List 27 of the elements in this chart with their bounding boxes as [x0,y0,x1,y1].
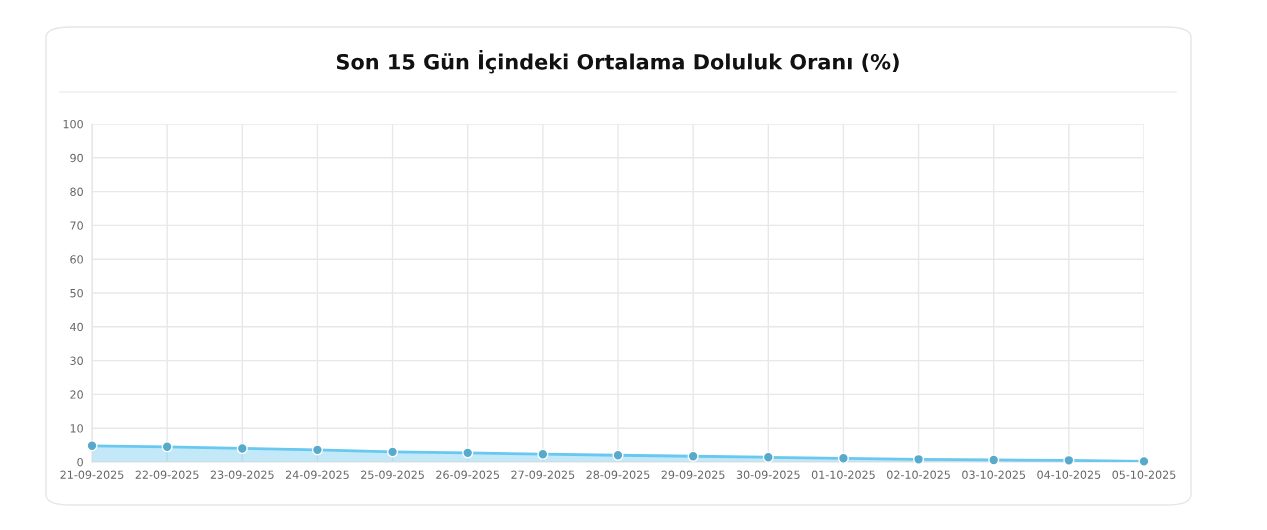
x-tick-label: 25-09-2025 [361,470,424,479]
x-tick-label: 28-09-2025 [586,470,650,479]
x-tick-label: 04-10-2025 [1037,470,1101,479]
x-tick-label: 01-10-2025 [811,470,875,479]
y-tick-label: 10 [70,424,83,433]
x-tick-label: 24-09-2025 [285,470,349,479]
x-tick-label: 05-10-2025 [1112,470,1176,479]
x-tick-label: 03-10-2025 [962,470,1026,479]
chart-title: Son 15 Gün İçindeki Ortalama Doluluk Oranı (%) [336,50,899,74]
x-tick-label: 30-09-2025 [736,470,800,479]
y-tick-label: 30 [70,356,83,365]
y-tick-label: 0 [77,457,83,467]
y-tick-label: 90 [70,153,83,163]
y-tick-label: 70 [70,221,83,230]
y-tick-label: 80 [70,187,83,196]
x-tick-label: 22-09-2025 [135,470,199,479]
x-tick-label: 26-09-2025 [436,470,500,479]
y-tick-label: 40 [70,322,83,332]
x-tick-label: 27-09-2025 [511,470,575,479]
x-tick-label: 29-09-2025 [661,470,725,479]
x-tick-label: 21-09-2025 [60,470,124,479]
y-tick-label: 100 [63,119,83,129]
y-tick-label: 60 [70,255,83,264]
x-tick-label: 02-10-2025 [887,470,950,479]
y-tick-label: 50 [70,288,83,298]
y-tick-label: 20 [70,390,83,399]
x-tick-label: 23-09-2025 [210,470,274,479]
